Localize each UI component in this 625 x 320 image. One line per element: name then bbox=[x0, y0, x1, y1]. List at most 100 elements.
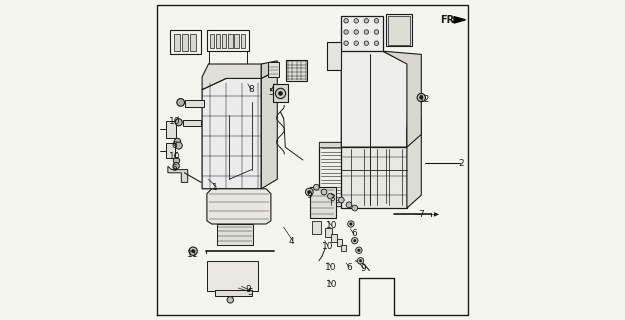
Circle shape bbox=[374, 30, 379, 34]
Text: 10: 10 bbox=[325, 263, 337, 272]
Circle shape bbox=[344, 30, 348, 34]
Text: 10: 10 bbox=[326, 280, 338, 289]
Polygon shape bbox=[261, 70, 278, 189]
Bar bbox=[336, 239, 342, 246]
Circle shape bbox=[328, 193, 333, 199]
Polygon shape bbox=[310, 187, 336, 218]
Polygon shape bbox=[454, 17, 466, 23]
Circle shape bbox=[359, 260, 362, 262]
Polygon shape bbox=[327, 42, 341, 70]
Polygon shape bbox=[407, 118, 421, 208]
Polygon shape bbox=[386, 14, 412, 46]
Text: 6: 6 bbox=[346, 263, 352, 272]
Bar bbox=[273, 84, 288, 102]
Text: 6: 6 bbox=[171, 141, 177, 150]
Bar bbox=[166, 121, 176, 138]
Circle shape bbox=[354, 19, 359, 23]
Bar bbox=[166, 143, 175, 158]
Circle shape bbox=[417, 93, 426, 102]
Circle shape bbox=[308, 190, 311, 194]
Bar bbox=[319, 142, 343, 147]
Circle shape bbox=[364, 19, 369, 23]
Circle shape bbox=[357, 258, 364, 264]
Circle shape bbox=[364, 41, 369, 45]
Text: 9: 9 bbox=[306, 191, 312, 200]
Bar bbox=[207, 261, 258, 291]
Bar bbox=[215, 290, 252, 296]
Circle shape bbox=[338, 197, 344, 203]
Circle shape bbox=[348, 221, 354, 227]
Bar bbox=[174, 34, 180, 51]
Bar bbox=[216, 34, 221, 48]
Bar bbox=[182, 34, 188, 51]
Polygon shape bbox=[216, 224, 253, 245]
Text: 3: 3 bbox=[329, 194, 334, 203]
Circle shape bbox=[374, 19, 379, 23]
Circle shape bbox=[227, 297, 234, 303]
Circle shape bbox=[276, 88, 286, 99]
Circle shape bbox=[354, 30, 359, 34]
Text: 10: 10 bbox=[322, 242, 334, 251]
Polygon shape bbox=[341, 16, 383, 51]
Bar bbox=[268, 62, 279, 77]
Circle shape bbox=[314, 184, 319, 190]
Text: 2: 2 bbox=[459, 159, 464, 168]
Text: 9: 9 bbox=[361, 264, 367, 273]
Polygon shape bbox=[383, 51, 421, 147]
Bar bbox=[331, 234, 338, 242]
Circle shape bbox=[364, 30, 369, 34]
Text: 5: 5 bbox=[268, 88, 274, 97]
Circle shape bbox=[352, 205, 357, 211]
Circle shape bbox=[173, 157, 180, 164]
Text: 11: 11 bbox=[188, 250, 199, 259]
Circle shape bbox=[357, 249, 360, 252]
Circle shape bbox=[173, 163, 179, 169]
Circle shape bbox=[344, 41, 348, 45]
Polygon shape bbox=[202, 64, 261, 90]
Text: 6: 6 bbox=[171, 164, 177, 172]
Polygon shape bbox=[168, 166, 187, 182]
Circle shape bbox=[189, 247, 198, 255]
Text: 1: 1 bbox=[212, 183, 218, 192]
Text: 6: 6 bbox=[351, 229, 357, 238]
Bar bbox=[341, 245, 346, 251]
Bar bbox=[184, 100, 204, 107]
Circle shape bbox=[175, 119, 182, 126]
Circle shape bbox=[356, 247, 362, 253]
Circle shape bbox=[346, 202, 352, 208]
Bar bbox=[319, 142, 343, 206]
Text: 10: 10 bbox=[169, 117, 180, 126]
Bar bbox=[324, 228, 332, 237]
Bar bbox=[312, 221, 321, 234]
Circle shape bbox=[374, 41, 379, 45]
Text: 10: 10 bbox=[326, 221, 338, 230]
Bar bbox=[183, 120, 201, 126]
Text: 9: 9 bbox=[246, 285, 251, 294]
Circle shape bbox=[351, 237, 358, 244]
Bar bbox=[234, 34, 239, 48]
Polygon shape bbox=[341, 51, 409, 147]
Text: FR.: FR. bbox=[441, 15, 459, 25]
Bar bbox=[319, 202, 343, 206]
Text: 7: 7 bbox=[418, 210, 424, 219]
Bar bbox=[170, 30, 201, 54]
Polygon shape bbox=[207, 189, 271, 224]
Circle shape bbox=[279, 92, 282, 95]
Text: 5: 5 bbox=[248, 288, 253, 297]
Text: 8: 8 bbox=[249, 85, 254, 94]
Polygon shape bbox=[341, 147, 407, 208]
Circle shape bbox=[349, 223, 352, 225]
Bar bbox=[286, 60, 307, 81]
Text: 4: 4 bbox=[289, 237, 294, 246]
Circle shape bbox=[420, 96, 423, 99]
Bar bbox=[190, 34, 196, 51]
Circle shape bbox=[177, 99, 184, 106]
Text: 10: 10 bbox=[169, 152, 180, 161]
Circle shape bbox=[175, 142, 182, 149]
Text: 12: 12 bbox=[419, 95, 430, 104]
Circle shape bbox=[191, 250, 195, 253]
Bar bbox=[210, 34, 214, 48]
Circle shape bbox=[354, 41, 359, 45]
Circle shape bbox=[306, 188, 313, 196]
Bar bbox=[228, 34, 232, 48]
